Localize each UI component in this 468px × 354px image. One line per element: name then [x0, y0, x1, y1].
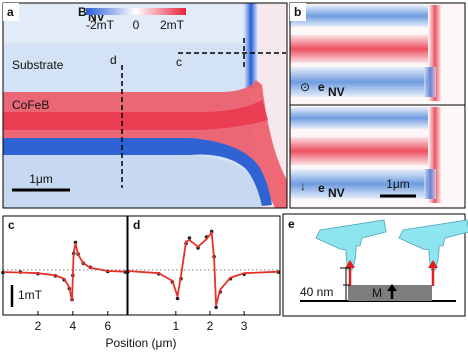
moment-arrowhead — [345, 260, 355, 268]
plot-frame — [127, 215, 281, 316]
colorbar-tick-label: -2mT — [86, 18, 115, 32]
label: NV — [328, 85, 345, 99]
label: a — [7, 5, 14, 19]
map-film-core — [3, 100, 268, 130]
cantilever — [398, 219, 468, 271]
map-blue-band — [290, 67, 430, 97]
label: e — [288, 217, 295, 231]
scale-bar-label: 1mT — [18, 288, 43, 302]
colorbar-tick-label: 0 — [133, 18, 140, 32]
cantilever — [315, 219, 387, 271]
map-edge — [424, 169, 436, 199]
label: c — [176, 55, 182, 69]
fit-line — [127, 231, 279, 306]
panel-border — [2, 2, 288, 209]
label: CoFeB — [12, 98, 49, 112]
label: e — [318, 80, 325, 94]
panel-label-box — [3, 3, 19, 21]
plot-frame — [2, 215, 128, 316]
moment-arrowhead — [428, 260, 438, 268]
map-red-band — [290, 35, 430, 63]
x-tick-label: 2 — [207, 319, 214, 333]
panel-label-box — [290, 3, 306, 21]
map-below — [3, 155, 262, 208]
map-blue-band — [290, 169, 430, 199]
fit-line — [2, 242, 126, 302]
label: ⊙ — [300, 80, 310, 94]
x-tick-label: 2 — [35, 319, 42, 333]
x-tick-label: 6 — [104, 319, 111, 333]
label: e — [318, 181, 325, 195]
panel-label: d — [133, 218, 140, 232]
label: M — [372, 286, 382, 300]
x-tick-label: 1 — [172, 319, 179, 333]
label: b — [294, 5, 301, 19]
map-blue-top — [290, 107, 430, 129]
data-point — [214, 305, 218, 310]
magnet — [348, 285, 432, 301]
map-edge — [424, 67, 436, 97]
panel-border — [289, 2, 466, 209]
label: d — [110, 53, 117, 67]
panel-border — [282, 213, 466, 317]
label: ↓ — [300, 179, 306, 193]
map-edge-blue — [244, 3, 258, 88]
data-point — [187, 236, 192, 240]
panel-label: c — [8, 218, 15, 232]
map-red-band — [290, 137, 430, 165]
x-tick-label: 3 — [241, 319, 248, 333]
map-blue-top — [290, 5, 430, 27]
x-tick-label: 4 — [70, 319, 77, 333]
label: Position (μm) — [106, 336, 177, 350]
label: B — [78, 5, 87, 19]
data-point — [73, 240, 78, 245]
label: Substrate — [12, 58, 64, 72]
label: NV — [328, 186, 345, 200]
label: 1μm — [29, 172, 53, 186]
colorbar-tick-label: 2mT — [160, 18, 185, 32]
data-point — [175, 296, 180, 301]
label: 40 nm — [300, 285, 333, 299]
label: 1μm — [386, 177, 410, 191]
magnetization-arrowhead — [387, 284, 397, 291]
colorbar — [86, 8, 186, 15]
